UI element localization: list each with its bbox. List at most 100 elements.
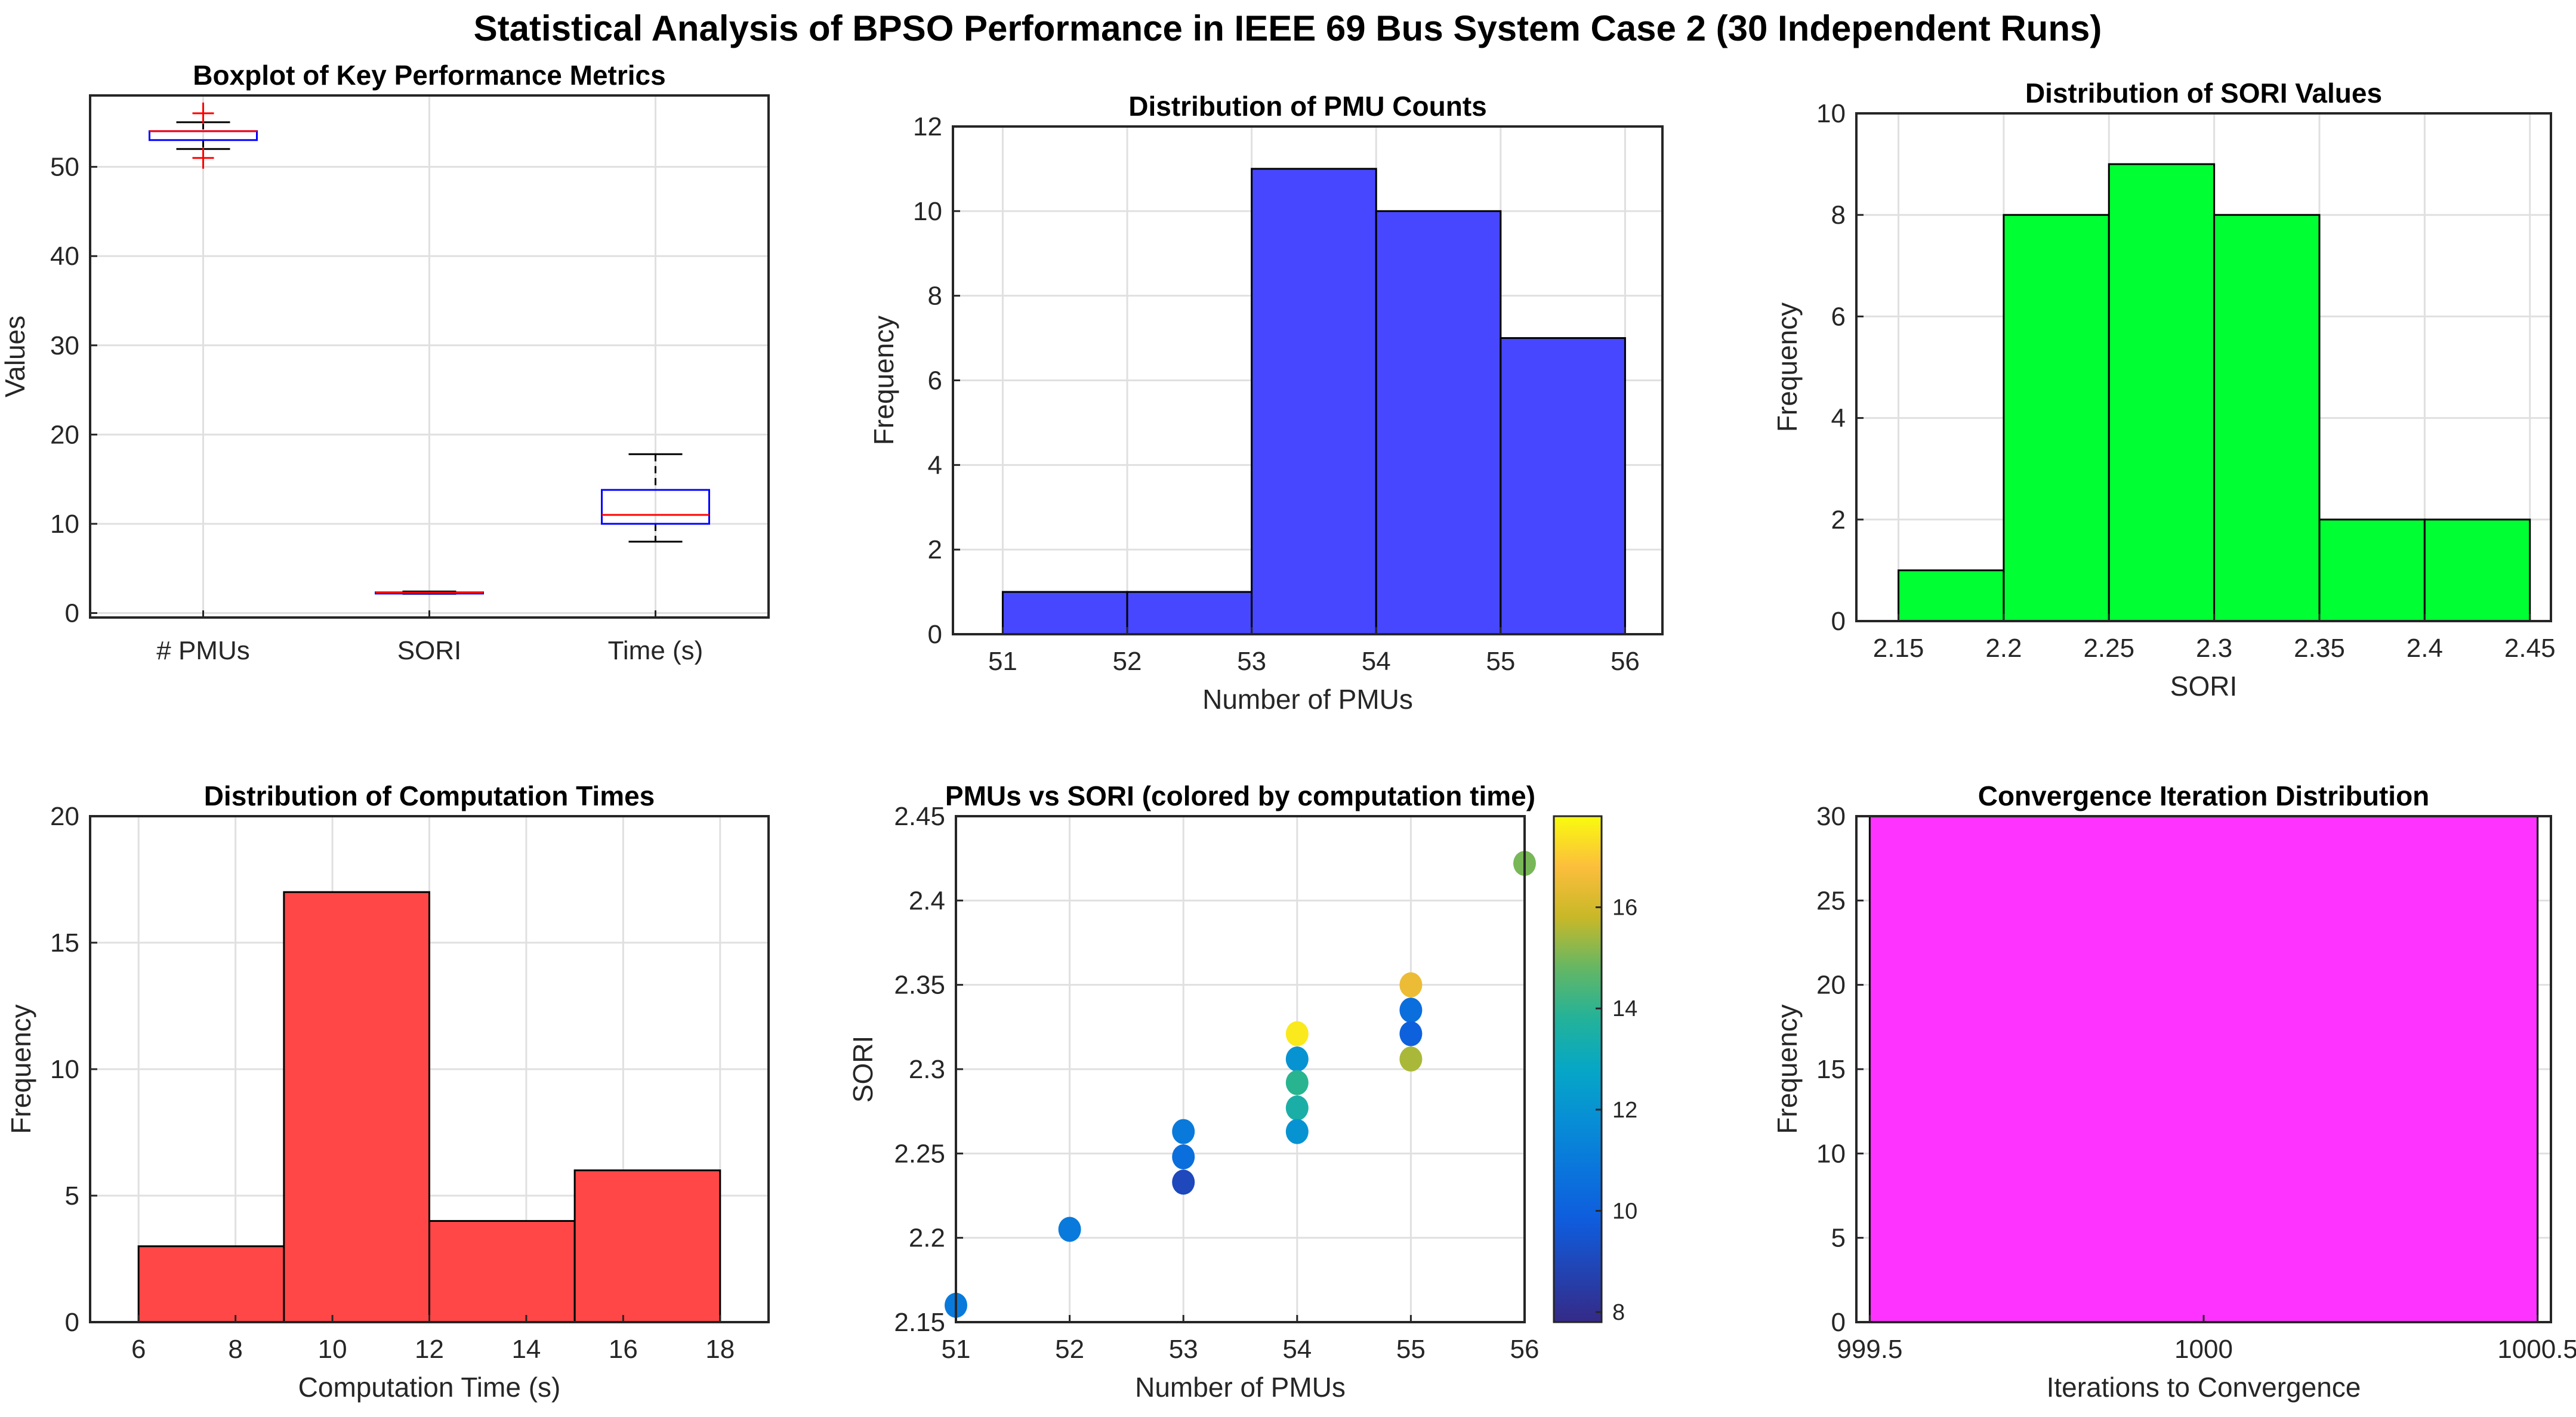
y-tick-label: 20	[50, 802, 79, 831]
x-axis-label: Iterations to Convergence	[2047, 1372, 2361, 1403]
box-1	[149, 102, 258, 169]
y-tick-label: 5	[65, 1181, 79, 1211]
subplot-5: 8 10 12 14 16 2.15 2.2 2.25 2.3 2.35 2.4 2.45 51 52 53…	[847, 780, 1637, 1403]
y-axis-label: Frequency	[5, 1004, 36, 1134]
y-tick-label: 10	[1816, 99, 1846, 128]
subplot-title: Boxplot of Key Performance Metrics	[193, 60, 665, 91]
y-tick-label: 20	[50, 420, 79, 449]
histogram-bar	[1500, 337, 1626, 635]
scatter-point	[1285, 1046, 1309, 1072]
scatter-point	[1399, 1046, 1423, 1072]
y-tick-label: 15	[1816, 1055, 1846, 1084]
histogram-bar	[1868, 815, 2539, 1323]
subplot-3: 0 2 4 6 8 10 2.15 2.2 2.25 2.3 2.35 2.4 2.45 Distribu…	[1772, 78, 2556, 702]
colorbar-tick-label: 8	[1612, 1300, 1625, 1325]
y-tick-label: 2.2	[909, 1224, 945, 1253]
colorbar-tick-label: 16	[1612, 896, 1637, 921]
x-tick-label: 999.5	[1837, 1335, 1902, 1364]
box-2	[375, 590, 484, 595]
histogram-bar	[2108, 163, 2216, 622]
histogram-bar	[1375, 210, 1502, 635]
y-tick-label: 4	[1831, 404, 1846, 433]
colorbar-gradient	[1553, 815, 1603, 1323]
x-tick-label: 14	[511, 1335, 541, 1364]
scatter-point	[1399, 998, 1423, 1023]
scatter-point	[1285, 1119, 1309, 1144]
y-tick-label: 2.25	[894, 1139, 945, 1168]
y-tick-label: 0	[1831, 607, 1846, 636]
subplot-title: Distribution of PMU Counts	[1128, 91, 1486, 122]
x-tick-label: 51	[988, 647, 1017, 676]
x-tick-label: 2.3	[2196, 634, 2232, 663]
y-axis-label: Values	[0, 316, 30, 397]
y-tick-label: 25	[1816, 886, 1846, 915]
y-tick-label: 8	[1831, 200, 1846, 230]
subplot-2: 0 2 4 6 8 10 12 51 52 53 54 55 56 Distribution of PMU…	[868, 91, 1664, 715]
colorbar: 8 10 12 14 16	[1553, 815, 1637, 1325]
scatter-point	[1172, 1169, 1195, 1195]
x-tick-label: 10	[318, 1335, 347, 1364]
y-tick-label: 10	[913, 197, 942, 226]
histogram-bar	[2318, 518, 2426, 622]
figure-title: Statistical Analysis of BPSO Performance…	[474, 8, 2102, 48]
histogram-bar	[1898, 569, 2005, 622]
x-tick-label: 1000	[2174, 1335, 2233, 1364]
x-tick-label: 56	[1510, 1335, 1540, 1364]
y-axis-label: Frequency	[1772, 1004, 1803, 1134]
histogram-bar	[1251, 168, 1377, 635]
y-tick-label: 0	[1831, 1308, 1846, 1337]
x-tick-label: 52	[1055, 1335, 1084, 1364]
scatter-point	[1172, 1119, 1195, 1144]
y-axis-label: SORI	[847, 1036, 878, 1103]
histogram-bar	[2003, 214, 2110, 622]
y-tick-label: 2.15	[894, 1308, 945, 1337]
y-axis-label: Frequency	[1772, 302, 1803, 432]
scatter-point	[1058, 1217, 1081, 1242]
histogram-bar	[2423, 518, 2531, 622]
scatter-point	[1399, 1021, 1423, 1046]
scatter-point	[1285, 1021, 1309, 1046]
x-axis-label: Computation Time (s)	[298, 1372, 561, 1403]
histogram-bar	[1126, 591, 1253, 635]
subplot-title: Convergence Iteration Distribution	[1978, 780, 2430, 811]
x-tick-label: 2.2	[1985, 634, 2022, 663]
x-tick-label: 18	[705, 1335, 735, 1364]
histogram-bar	[428, 1220, 576, 1323]
y-tick-label: 20	[1816, 971, 1846, 1000]
y-tick-label: 30	[50, 331, 79, 360]
subplot-title: PMUs vs SORI (colored by computation tim…	[945, 780, 1535, 811]
x-tick-label: 12	[415, 1335, 444, 1364]
box-iqr	[601, 489, 710, 525]
scatter-point	[1285, 1070, 1309, 1095]
x-tick-label: 54	[1362, 647, 1391, 676]
x-tick-label: 2.4	[2407, 634, 2443, 663]
y-tick-label: 6	[1831, 302, 1846, 331]
y-tick-label: 50	[50, 153, 79, 182]
y-tick-label: 2.45	[894, 802, 945, 831]
y-tick-label: 10	[50, 510, 79, 539]
outlier-marker	[192, 147, 214, 169]
y-axis-label: Frequency	[868, 316, 899, 445]
y-tick-label: 12	[913, 112, 942, 141]
x-tick-label: 52	[1113, 647, 1142, 676]
y-tick-label: 0	[65, 1308, 79, 1337]
subplot-1: 0 10 20 30 40 50 # PMUs SORI Time (s) Boxplot of …	[0, 60, 770, 665]
histogram-bar	[283, 891, 430, 1323]
subplot-title: Distribution of SORI Values	[2025, 78, 2382, 109]
y-tick-label: 2.4	[909, 886, 945, 915]
outlier-marker	[192, 102, 214, 124]
x-axis-label: Number of PMUs	[1202, 684, 1413, 715]
histogram-bar	[2213, 214, 2321, 622]
y-tick-label: 6	[928, 366, 942, 396]
x-category-label: Time (s)	[608, 636, 704, 665]
x-tick-label: 2.15	[1873, 634, 1924, 663]
subplot-title: Distribution of Computation Times	[204, 780, 655, 811]
y-tick-label: 8	[928, 282, 942, 311]
scatter-point	[1172, 1144, 1195, 1169]
scatter-point	[1399, 972, 1423, 998]
y-tick-label: 2.35	[894, 971, 945, 1000]
x-tick-label: 53	[1169, 1335, 1198, 1364]
x-axis-label: SORI	[2170, 671, 2237, 702]
y-tick-label: 0	[928, 620, 942, 649]
